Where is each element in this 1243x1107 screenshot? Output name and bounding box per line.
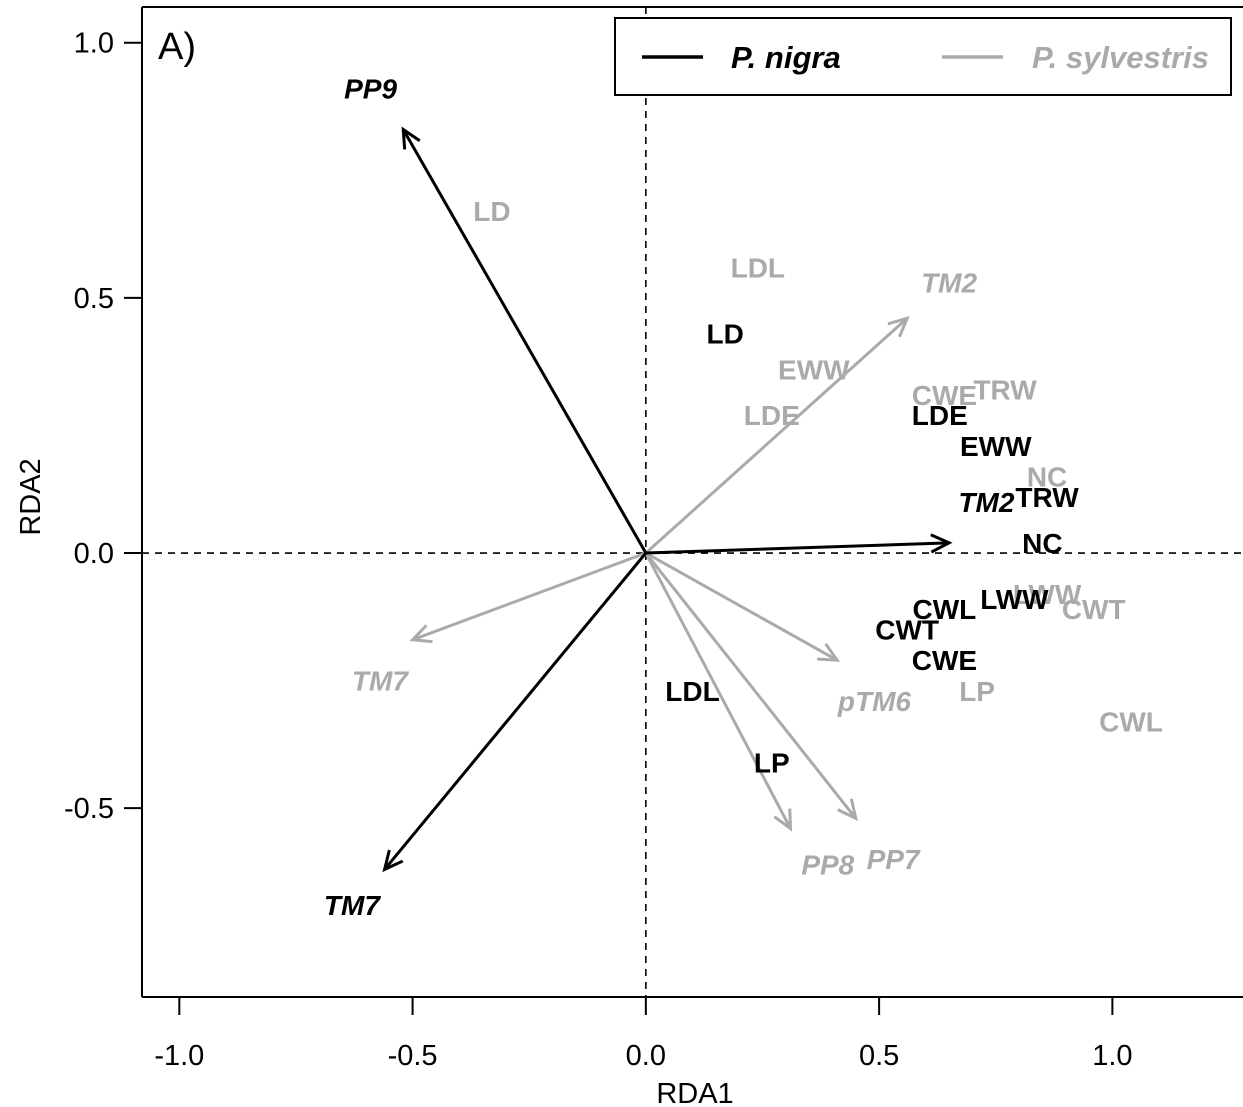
arrow-shaft [645,551,838,662]
point-label-p-sylvestris-ld: LD [473,196,510,227]
legend-label-p-sylvestris: P. sylvestris [1032,40,1209,75]
point-label-p-nigra-ldl: LDL [665,676,719,707]
arrow-label-p-nigra-tm2: TM2 [958,487,1014,518]
arrow-p-nigra-pp9 [401,126,648,554]
arrow-shaft [644,317,909,555]
legend-label-p-nigra: P. nigra [731,40,841,75]
point-label-p-sylvestris-lww: LWW [1013,579,1082,610]
arrow-shaft [401,128,648,554]
x-tick-label: 0.0 [626,1040,666,1072]
x-axis-title: RDA1 [656,1078,733,1107]
arrow-head [887,315,910,338]
arrow-shaft [412,551,647,642]
point-label-p-sylvestris-lp: LP [959,676,995,707]
arrow-head [837,798,858,822]
arrow-label-p-sylvestris-pp7: PP7 [867,844,921,875]
arrow-p-nigra-tm2 [645,533,953,555]
arrow-label-p-sylvestris-pp8: PP8 [801,849,854,880]
point-label-p-sylvestris-trw: TRW [973,375,1037,406]
arrow-p-sylvestris-tm7 [409,551,647,644]
point-label-p-sylvestris-cwe: CWE [912,380,977,411]
panel-label: A) [158,26,196,68]
arrow-head [817,642,841,662]
x-tick-label: 0.5 [859,1040,899,1072]
arrow-head [382,849,404,873]
point-label-p-sylvestris-eww: EWW [778,354,850,385]
arrow-shaft [644,552,792,830]
y-tick-label: 1.0 [74,28,114,60]
arrow-p-nigra-tm7 [382,552,648,873]
x-tick-label: -1.0 [154,1040,204,1072]
arrow-head [409,624,433,644]
arrow-shaft [644,552,857,820]
point-label-p-nigra-eww: EWW [960,431,1032,462]
arrow-label-p-sylvestris-tm2: TM2 [921,268,977,299]
point-label-p-nigra-cwe: CWE [912,645,977,676]
point-label-p-nigra-nc: NC [1022,528,1062,559]
point-label-p-nigra-ld: LD [706,319,743,350]
arrow-label-p-sylvestris-tm7: TM7 [352,666,409,697]
y-tick-label: -0.5 [64,793,114,825]
arrow-label-p-nigra-tm7: TM7 [324,890,381,921]
x-tick-label: 1.0 [1092,1040,1132,1072]
point-label-p-sylvestris-nc: NC [1027,461,1067,492]
y-tick-label: 0.0 [74,538,114,570]
arrow-label-p-sylvestris-ptm6: pTM6 [837,686,912,717]
point-label-p-nigra-lp: LP [754,747,790,778]
x-tick-label: -0.5 [388,1040,438,1072]
arrow-head [930,533,953,554]
point-label-p-nigra-cwt: CWT [875,615,939,646]
legend: P. nigra P. sylvestris [614,17,1232,96]
point-label-p-nigra-lde: LDE [912,400,968,431]
arrow-p-sylvestris-tm2 [644,315,910,555]
arrow-head [773,808,793,832]
arrow-shaft [383,552,648,871]
arrow-p-sylvestris-pp8 [644,552,793,832]
point-label-p-sylvestris-cwl: CWL [1099,706,1163,737]
arrow-p-sylvestris-pp7 [644,552,858,822]
point-label-p-nigra-lww: LWW [980,584,1049,615]
point-label-p-sylvestris-cwt: CWT [1062,594,1126,625]
point-label-p-sylvestris-lde: LDE [744,400,800,431]
y-axis-title: RDA2 [15,458,47,535]
legend-box [614,17,1232,96]
arrow-p-sylvestris-ptm6 [645,551,841,662]
point-label-p-sylvestris-ldl: LDL [731,252,785,283]
arrow-shaft [645,541,950,555]
y-tick-label: 0.5 [74,283,114,315]
arrow-label-p-nigra-pp9: PP9 [344,74,397,105]
arrow-head [401,126,421,150]
point-label-p-nigra-trw: TRW [1015,482,1079,513]
point-label-p-nigra-cwl: CWL [913,594,977,625]
